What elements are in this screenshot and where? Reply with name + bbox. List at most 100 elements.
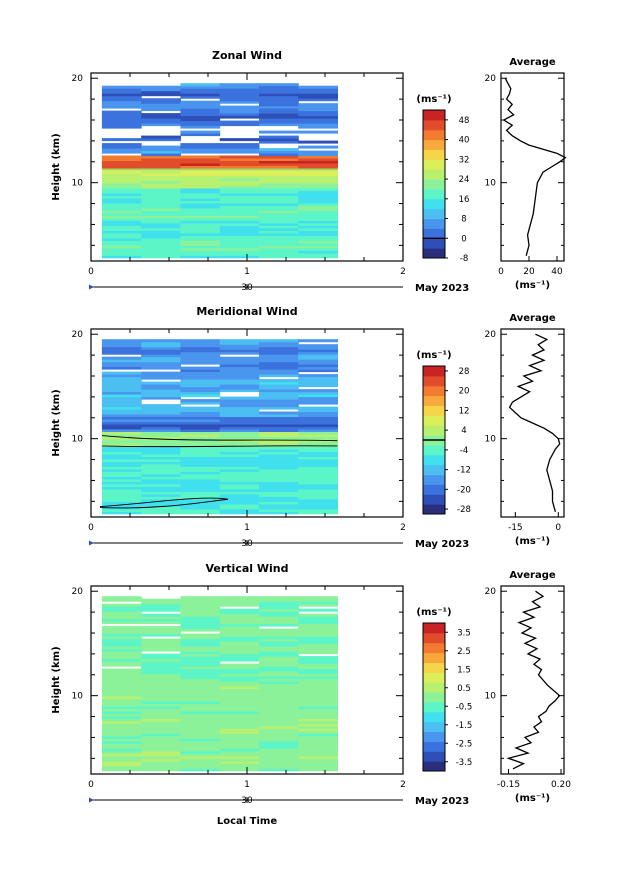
colorbar-swatch: [423, 375, 445, 387]
heatmap-cell: [259, 733, 299, 737]
heatmap-cell: [180, 723, 221, 727]
x-tick-label: 1: [244, 780, 250, 790]
heatmap-cell: [219, 178, 260, 181]
heatmap-cell: [141, 765, 181, 769]
heatmap-cell: [141, 483, 181, 487]
heatmap-cell: [180, 250, 221, 254]
heatmap-cell: [180, 401, 221, 405]
heatmap-cell: [180, 656, 221, 660]
heatmap-cell: [180, 386, 221, 390]
y-tick-label: 10: [72, 692, 84, 702]
heatmap-cell: [259, 103, 299, 107]
heatmap-cell: [141, 424, 181, 427]
heatmap-cell: [101, 85, 142, 89]
heatmap-cell: [219, 426, 260, 430]
heatmap-cell: [141, 356, 181, 360]
heatmap-cell: [141, 723, 181, 727]
heatmap-cell: [298, 733, 338, 737]
heatmap-cell: [101, 439, 142, 442]
heatmap-cell: [141, 613, 181, 617]
heatmap-cell: [101, 150, 142, 154]
heatmap-cell: [298, 693, 338, 697]
heatmap-cell: [298, 220, 338, 224]
heatmap-cell: [101, 414, 142, 417]
heatmap-cell: [259, 155, 299, 159]
heatmap-cell: [141, 511, 181, 515]
colorbar-unit: (ms⁻¹): [416, 94, 451, 105]
heatmap-cell: [259, 399, 299, 403]
heatmap-cell: [141, 225, 181, 229]
heatmap-cell: [180, 765, 221, 769]
heatmap-cell: [298, 391, 338, 395]
heatmap-cell: [259, 237, 299, 241]
heatmap-cell: [101, 384, 142, 388]
heatmap-cell: [141, 750, 181, 754]
heatmap-cell: [298, 481, 338, 485]
heatmap-cell: [259, 643, 299, 647]
panel-3: Vertical Wind 10 20 Height (km) 0 1 2 30 May 202…: [51, 562, 571, 827]
date-day-label: 30: [241, 796, 253, 806]
colorbar-swatch: [423, 741, 445, 752]
heatmap-cell: [219, 155, 260, 159]
heatmap-cell: [298, 658, 338, 662]
heatmap-cell: [180, 456, 221, 460]
heatmap-cell: [101, 698, 142, 702]
heatmap-cell: [298, 636, 338, 640]
colorbar-swatch: [423, 444, 445, 456]
heatmap-cell: [219, 683, 260, 687]
heatmap-cell: [259, 503, 299, 507]
heatmap-cell: [141, 748, 181, 752]
heatmap-cell: [101, 173, 142, 176]
heatmap-cell: [259, 424, 299, 427]
heatmap-cell: [219, 351, 260, 355]
heatmap-cell: [259, 90, 299, 94]
heatmap-cell: [298, 240, 338, 244]
heatmap-cell: [180, 661, 221, 665]
heatmap-cell: [219, 374, 260, 378]
heatmap-cell: [180, 598, 221, 602]
heatmap-cell: [298, 414, 338, 417]
colorbar-swatch: [423, 228, 445, 239]
heatmap-cell: [141, 451, 181, 455]
heatmap-cell: [219, 250, 260, 254]
heatmap-cell: [298, 603, 338, 607]
heatmap-cell: [180, 227, 221, 231]
heatmap-cell: [141, 153, 181, 157]
heatmap-cell: [141, 118, 181, 122]
heatmap-cell: [180, 760, 221, 764]
heatmap-cell: [298, 711, 338, 714]
heatmap-cell: [259, 247, 299, 251]
heatmap-cell: [180, 125, 221, 129]
colorbar-swatch: [423, 642, 445, 654]
heatmap-cell: [141, 760, 181, 764]
heatmap-cell: [259, 471, 299, 475]
heatmap-cell: [180, 611, 221, 615]
heatmap-cell: [101, 638, 142, 642]
heatmap-cell: [101, 247, 142, 251]
heatmap-cell: [101, 374, 142, 378]
heatmap-cell: [259, 459, 299, 462]
average-x-label: (ms⁻¹): [515, 536, 550, 547]
heatmap-cell: [180, 376, 221, 380]
heatmap-cell: [101, 763, 142, 767]
heatmap-cell: [298, 366, 338, 370]
heatmap-cell: [101, 471, 142, 475]
heatmap-cell: [141, 252, 181, 256]
heatmap-cell: [259, 765, 299, 769]
heatmap-cell: [259, 673, 299, 677]
heatmap-cell: [141, 618, 181, 622]
heatmap-cell: [141, 718, 181, 722]
heatmap-cell: [259, 711, 299, 714]
heatmap-cell: [141, 676, 181, 679]
heatmap-cell: [180, 120, 221, 124]
heatmap-cell: [141, 232, 181, 236]
heatmap-cell: [141, 247, 181, 251]
heatmap-cell: [180, 449, 221, 452]
heatmap-cell: [259, 735, 299, 739]
heatmap-cell: [219, 459, 260, 462]
heatmap-cell: [141, 198, 181, 201]
heatmap-cell: [298, 225, 338, 229]
heatmap-cell: [141, 631, 181, 635]
heatmap-cell: [219, 713, 260, 717]
heatmap-cell: [298, 165, 338, 169]
